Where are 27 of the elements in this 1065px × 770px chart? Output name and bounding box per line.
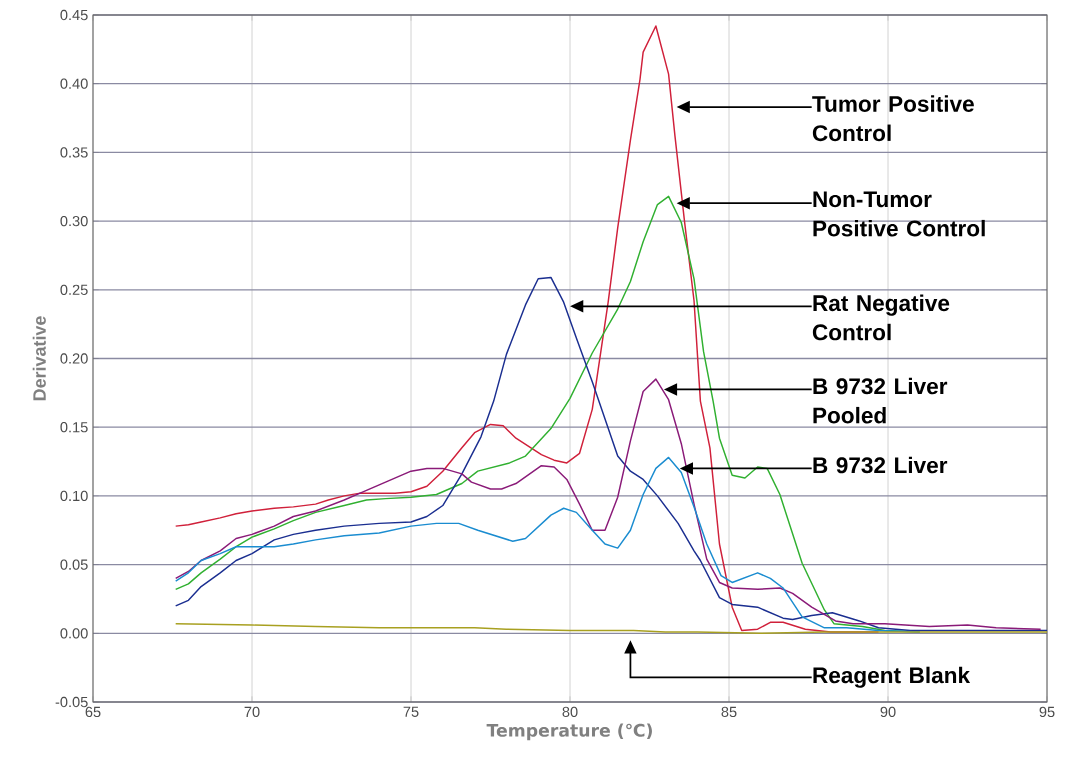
y-axis-title: Derivative bbox=[32, 316, 46, 401]
x-tick-label: 70 bbox=[244, 706, 260, 718]
annotation: Reagent Blank bbox=[813, 666, 971, 688]
line-series bbox=[174, 378, 1042, 630]
y-tick-label: 0.40 bbox=[60, 78, 88, 89]
x-axis-title: Temperature (℃) bbox=[486, 723, 652, 741]
y-tick-label: 0.15 bbox=[60, 422, 88, 433]
y-tick-label: 0.00 bbox=[60, 628, 88, 639]
y-tick-label: 0.25 bbox=[60, 284, 88, 295]
x-tick-label: 85 bbox=[721, 706, 737, 718]
annotation: B 9732 Liver Pooled bbox=[813, 377, 948, 424]
annotation: Non-Tumor Positive Control bbox=[813, 191, 985, 237]
annotation: Rat Negative Control bbox=[812, 294, 950, 341]
x-tick-label: 65 bbox=[85, 706, 101, 718]
y-tick-label: 0.45 bbox=[60, 9, 88, 21]
y-tick-label: 0.30 bbox=[60, 215, 88, 227]
y-tick-label: 0.10 bbox=[60, 490, 88, 502]
annotation: Tumor Positive Control bbox=[812, 95, 974, 142]
y-tick-label: 0.35 bbox=[60, 147, 88, 158]
x-tick-label: 80 bbox=[562, 706, 578, 718]
x-tick-label: 75 bbox=[403, 706, 419, 717]
x-tick-label: 95 bbox=[1039, 706, 1055, 718]
y-tick-label: -0.05 bbox=[55, 696, 88, 708]
annotation: B 9732 Liver bbox=[813, 456, 948, 474]
y-tick-label: 0.05 bbox=[60, 559, 88, 570]
y-tick-label: 0.20 bbox=[60, 353, 88, 364]
x-tick-label: 90 bbox=[880, 706, 896, 718]
